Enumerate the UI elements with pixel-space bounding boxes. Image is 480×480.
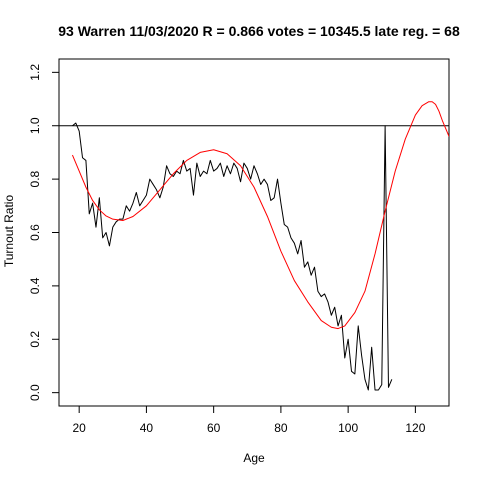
fitted-curve-line bbox=[71, 101, 449, 330]
chart-title: 93 Warren 11/03/2020 R = 0.866 votes = 1… bbox=[58, 23, 460, 39]
observed-turnout-line bbox=[72, 122, 393, 391]
x-tick-label: 20 bbox=[72, 421, 86, 435]
x-tick-label: 120 bbox=[405, 421, 425, 435]
plot-frame bbox=[58, 58, 450, 407]
y-tick-label: 0.8 bbox=[28, 170, 42, 187]
plot-content bbox=[59, 101, 449, 391]
y-tick-label: 1.2 bbox=[28, 64, 42, 81]
y-tick-label: 0.6 bbox=[28, 224, 42, 241]
y-tick-label: 0.0 bbox=[28, 384, 42, 401]
y-tick-label: 0.4 bbox=[28, 277, 42, 294]
y-axis-ticks: 0.0 0.2 0.4 0.6 0.8 1.0 1.2 bbox=[28, 64, 59, 401]
x-tick-label: 100 bbox=[338, 421, 358, 435]
x-tick-label: 60 bbox=[207, 421, 221, 435]
x-tick-label: 40 bbox=[140, 421, 154, 435]
y-tick-label: 1.0 bbox=[28, 117, 42, 134]
y-axis-label: Turnout Ratio bbox=[2, 195, 16, 268]
x-axis-ticks: 20 40 60 80 100 120 bbox=[72, 406, 426, 435]
y-tick-label: 0.2 bbox=[28, 331, 42, 348]
x-tick-label: 80 bbox=[274, 421, 288, 435]
x-axis-label: Age bbox=[243, 451, 265, 465]
